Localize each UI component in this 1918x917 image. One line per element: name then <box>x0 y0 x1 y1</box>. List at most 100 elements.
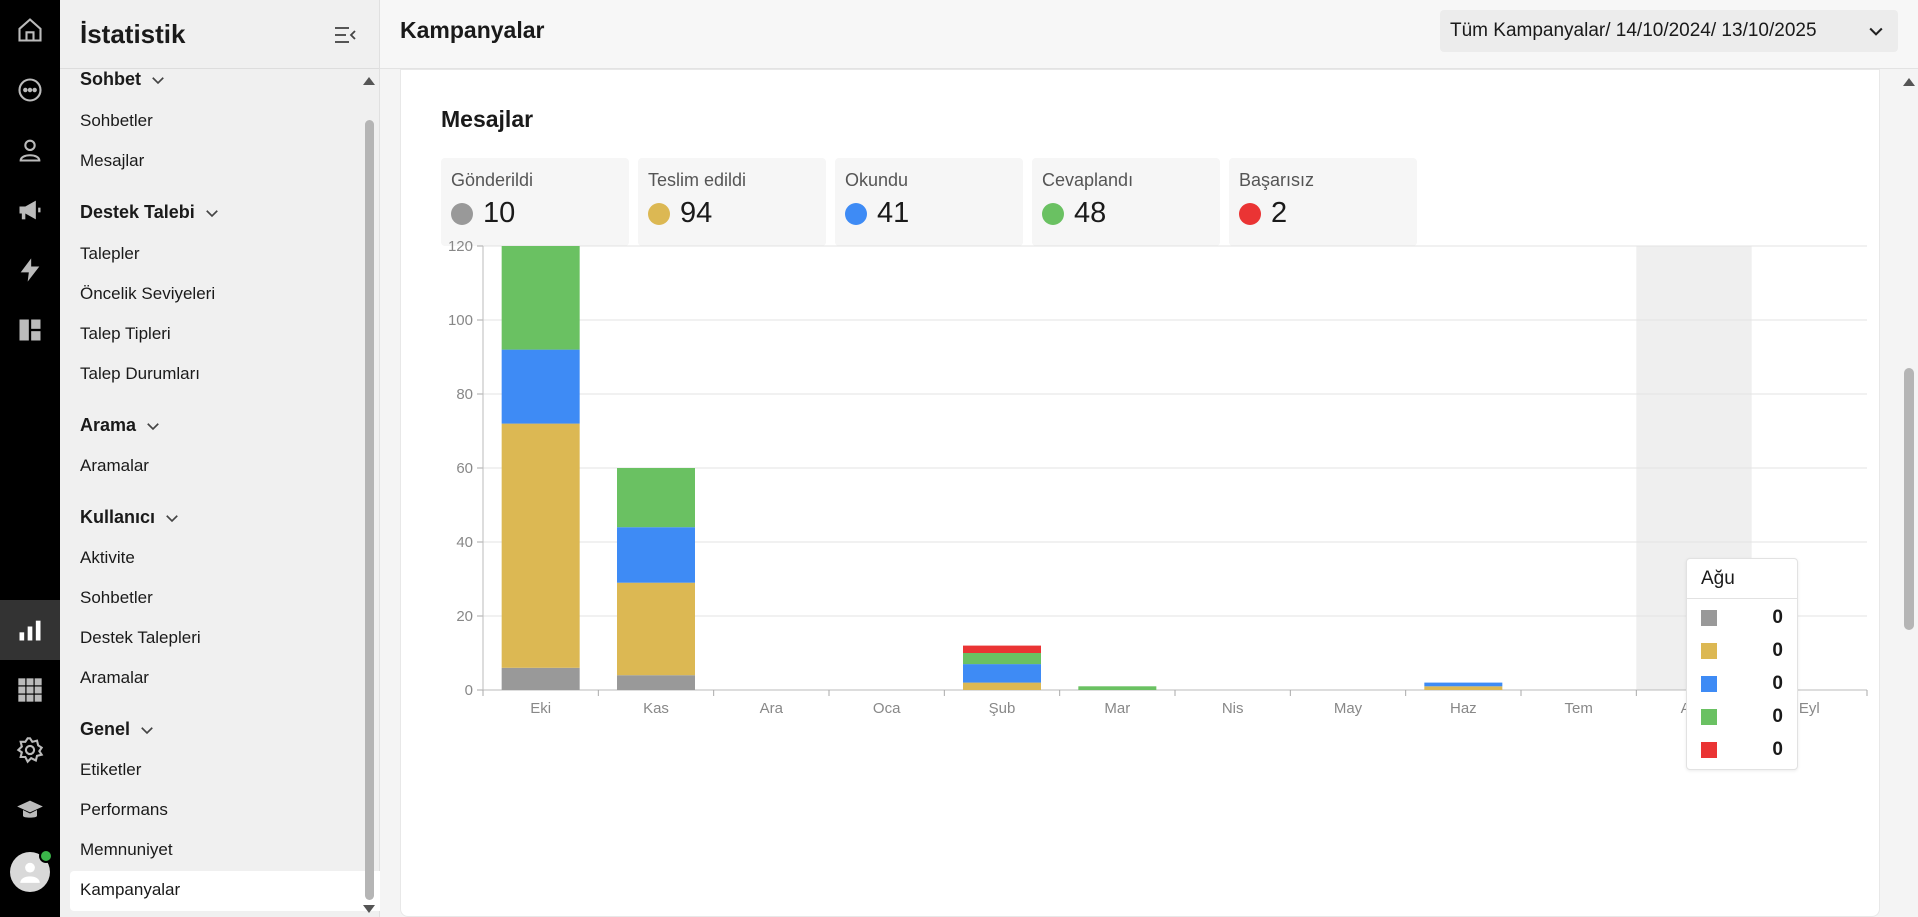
sidebar-item-performans[interactable]: Performans <box>80 800 168 819</box>
bar-chart-icon[interactable] <box>0 600 60 660</box>
sidebar-item-etiketler[interactable]: Etiketler <box>80 760 142 779</box>
collapse-sidebar-icon[interactable] <box>333 24 357 46</box>
sidebar-item-kampanyalar[interactable]: Kampanyalar <box>80 880 181 899</box>
section-arama[interactable]: Arama <box>80 415 162 436</box>
sidebar-item-destek-talepleri[interactable]: Destek Talepleri <box>80 628 201 647</box>
bar-segment <box>963 682 1041 690</box>
avatar[interactable] <box>10 849 53 892</box>
gear-icon[interactable] <box>0 720 60 780</box>
chat-icon[interactable] <box>0 60 60 120</box>
scroll-up-arrow-icon[interactable] <box>363 77 375 85</box>
main-scrollbar-thumb[interactable] <box>1904 368 1914 630</box>
chevron-down-icon <box>166 514 178 522</box>
bar-segment <box>963 664 1041 683</box>
chevron-down-icon <box>152 76 164 84</box>
sidebar-item-memnuniyet[interactable]: Memnuniyet <box>80 840 173 859</box>
tooltip-row: 0 <box>1687 667 1797 700</box>
bar-segment <box>617 527 695 583</box>
y-tick-label: 40 <box>456 534 473 551</box>
home-icon[interactable] <box>0 0 60 60</box>
messages-card: Mesajlar Gönderildi 10 Teslim edildi 94 … <box>400 69 1880 917</box>
bar-segment <box>501 246 580 350</box>
top-bar: Kampanyalar Tüm Kampanyalar/ 14/10/2024/… <box>380 0 1918 69</box>
sidebar-item-talep-tipleri[interactable]: Talep Tipleri <box>80 324 171 343</box>
legend-swatch <box>1701 675 1717 692</box>
y-tick-label: 0 <box>465 682 473 699</box>
stat-value: 10 <box>483 197 516 229</box>
stat-label: Başarısız <box>1239 170 1315 190</box>
sidebar-item-kullanici-sohbetler[interactable]: Sohbetler <box>80 588 153 607</box>
sidebar-item-mesajlar[interactable]: Mesajlar <box>80 151 145 170</box>
chevron-down-icon <box>147 422 159 430</box>
section-kullanici[interactable]: Kullanıcı <box>80 507 181 528</box>
stat-failed: Başarısız 2 <box>1229 158 1417 246</box>
stat-label: Cevaplandı <box>1042 170 1134 190</box>
chevron-down-icon <box>141 726 153 734</box>
sidebar-header: İstatistik <box>60 0 379 69</box>
x-tick-label: Nis <box>1222 700 1244 717</box>
scroll-up-arrow-icon[interactable] <box>1903 78 1915 86</box>
chevron-down-icon <box>1869 27 1883 36</box>
stacked-bar-chart: 0 20 40 60 80 100 120 Eki Kas Ara Oca Şub Mar Nis May H… <box>448 238 1868 717</box>
y-tick-label: 60 <box>456 460 473 477</box>
card-title: Mesajlar <box>441 106 534 132</box>
scroll-down-arrow-icon[interactable] <box>363 905 375 913</box>
x-tick-label: Eyl <box>1799 700 1820 717</box>
x-tick-label: Mar <box>1104 700 1130 717</box>
bar-segment <box>501 423 580 668</box>
bar-segment <box>963 645 1041 653</box>
stat-replied: Cevaplandı 48 <box>1032 158 1220 246</box>
sidebar-item-aktivite[interactable]: Aktivite <box>80 548 135 567</box>
sidebar-item-kullanici-aramalar[interactable]: Aramalar <box>80 668 149 687</box>
stat-value: 48 <box>1074 197 1107 229</box>
y-tick-label: 100 <box>448 312 473 329</box>
tooltip-value: 0 <box>1772 672 1783 694</box>
section-sohbet[interactable]: Sohbet <box>80 69 167 90</box>
bar-segment <box>501 349 580 424</box>
sidebar-item-oncelik-seviyeleri[interactable]: Öncelik Seviyeleri <box>80 284 216 303</box>
x-tick-label: Haz <box>1450 700 1477 717</box>
apps-grid-icon[interactable] <box>0 660 60 720</box>
tooltip-row: 0 <box>1687 634 1797 667</box>
tooltip-value: 0 <box>1772 738 1783 760</box>
tooltip-value: 0 <box>1772 639 1783 661</box>
bar-segment <box>501 667 580 690</box>
x-tick-label: Ara <box>760 700 784 717</box>
section-destek-talebi[interactable]: Destek Talebi <box>80 202 221 223</box>
stat-dot <box>1042 202 1064 225</box>
y-tick-label: 80 <box>456 386 473 403</box>
stat-delivered: Teslim edildi 94 <box>638 158 826 246</box>
stats-sidebar: İstatistik Sohbet Sohbetler Mesajlar Des… <box>60 0 410 917</box>
campaign-date-filter[interactable]: Tüm Kampanyalar/ 14/10/2024/ 13/10/2025 <box>1440 10 1898 52</box>
section-genel[interactable]: Genel <box>80 719 156 740</box>
megaphone-icon[interactable] <box>0 180 60 240</box>
bar-segment <box>963 653 1041 665</box>
sidebar-scrollbar-thumb[interactable] <box>365 120 374 900</box>
sidebar-item-talepler[interactable]: Talepler <box>80 244 140 263</box>
stat-dot <box>845 202 867 225</box>
bar-segment <box>617 468 695 528</box>
dashboard-icon[interactable] <box>0 300 60 360</box>
x-tick-label: Kas <box>643 700 669 717</box>
x-tick-label: Eki <box>530 700 551 717</box>
sidebar-item-aramalar[interactable]: Aramalar <box>80 456 149 475</box>
tooltip-title: Ağu <box>1687 559 1797 599</box>
x-tick-label: May <box>1334 700 1363 717</box>
tooltip-value: 0 <box>1772 705 1783 727</box>
stat-label: Gönderildi <box>451 170 534 190</box>
x-tick-label: Tem <box>1564 700 1592 717</box>
sidebar-item-talep-durumlari[interactable]: Talep Durumları <box>80 364 200 383</box>
stat-sent: Gönderildi 10 <box>441 158 629 246</box>
x-tick-label: Oca <box>873 700 901 717</box>
graduation-cap-icon[interactable] <box>0 780 60 840</box>
stat-read: Okundu 41 <box>835 158 1023 246</box>
main-content: Mesajlar Gönderildi 10 Teslim edildi 94 … <box>380 69 1918 917</box>
y-tick-label: 20 <box>456 608 473 625</box>
tooltip-row: 0 <box>1687 733 1797 766</box>
user-icon[interactable] <box>0 120 60 180</box>
stat-label: Okundu <box>845 170 909 190</box>
y-tick-label: 120 <box>448 238 473 255</box>
sidebar-item-sohbetler[interactable]: Sohbetler <box>80 111 153 130</box>
lightning-icon[interactable] <box>0 240 60 300</box>
x-tick-label: Şub <box>989 700 1016 717</box>
